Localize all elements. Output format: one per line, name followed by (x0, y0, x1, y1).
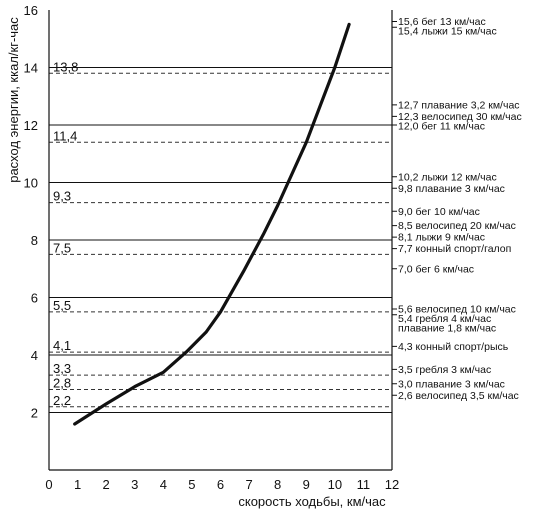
x-tick-label: 6 (217, 477, 224, 492)
grid-lines (49, 67, 392, 413)
x-tick-label: 5 (188, 477, 195, 492)
x-tick-label: 2 (103, 477, 110, 492)
x-tick-label: 1 (74, 477, 81, 492)
activity-label: 4,3 конный спорт/рысь (398, 341, 509, 353)
x-tick-label: 12 (385, 477, 399, 492)
activity-label: 5,4 гребля 4 км/час (398, 313, 491, 325)
marker-label: 2,8 (53, 376, 71, 391)
energy-curve (73, 22, 351, 426)
y-tick-label: 16 (24, 3, 38, 18)
activity-label: 12,0 бег 11 км/час (398, 120, 485, 132)
activity-label: 7,7 конный спорт/галоп (398, 243, 511, 255)
y-tick-label: 12 (24, 118, 38, 133)
x-tick-label: 8 (274, 477, 281, 492)
marker-label: 3,3 (53, 361, 71, 376)
activity-label: 8,5 велосипед 20 км/час (398, 220, 516, 232)
activity-label: 5,6 велосипед 10 км/час (398, 304, 516, 316)
y-tick-label: 8 (31, 233, 38, 248)
activity-label: 12,3 велосипед 30 км/час (398, 111, 522, 123)
x-tick-label: 7 (245, 477, 252, 492)
activity-label: 9,8 плавание 3 км/час (398, 183, 505, 195)
x-axis-label: скорость ходьбы, км/час (238, 494, 386, 509)
x-tick-label: 11 (357, 477, 371, 492)
marker-label: 4,1 (53, 338, 71, 353)
y-axis-label: расход энергии, ккал/кг-час (6, 17, 21, 183)
activity-label: 3,5 гребля 3 км/час (398, 364, 491, 376)
x-tick-label: 4 (160, 477, 167, 492)
y-tick-label: 6 (31, 291, 38, 306)
activity-label: 8,1 лыжи 9 км/час (398, 232, 485, 244)
activity-label: 9,0 бег 10 км/час (398, 206, 480, 218)
marker-label: 9,3 (53, 189, 71, 204)
activity-label: 12,7 плавание 3,2 км/час (398, 99, 520, 111)
marker-label: 2,2 (53, 393, 71, 408)
activity-label: 7,0 бег 6 км/час (398, 263, 474, 275)
marker-label: 11,4 (53, 128, 77, 143)
left-marker-labels: 13,8 11,4 9,3 7,5 5,5 4,1 3,32,8 2,2 (53, 59, 78, 408)
activity-label: 15,6 бег 13 км/час (398, 16, 486, 28)
activity-label: 15,4 лыжи 15 км/час (398, 26, 497, 38)
activity-label: 10,2 лыжи 12 км/час (398, 171, 497, 183)
y-tick-label: 4 (31, 348, 38, 363)
x-tick-label: 0 (45, 477, 52, 492)
x-tick-label: 3 (131, 477, 138, 492)
x-tick-label: 10 (328, 477, 342, 492)
x-tick-label: 9 (303, 477, 310, 492)
activity-label: плавание 1,8 км/час (398, 323, 496, 335)
activity-label: 3,0 плавание 3 км/час (398, 378, 505, 390)
y-tick-label: 2 (31, 406, 38, 421)
y-tick-labels: 2 4 6 8 10 12 14 16 (24, 3, 38, 421)
activity-label: 2,6 велосипед 3,5 км/час (398, 390, 519, 402)
axes (48, 10, 393, 471)
marker-label: 13,8 (53, 59, 78, 74)
y-tick-label: 10 (24, 176, 38, 191)
marker-label: 7,5 (53, 240, 71, 255)
marker-label: 5,5 (53, 298, 71, 313)
y-tick-label: 14 (24, 61, 38, 76)
x-tick-labels: 0 1 2 3 4 5 6 7 8 9 10 11 12 (45, 477, 399, 492)
